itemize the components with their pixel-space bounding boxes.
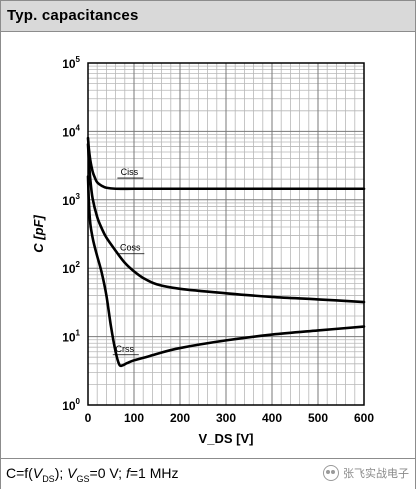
series-line-ciss xyxy=(86,136,366,191)
caption-bar: C=f(VDS); VGS=0 V; f=1 MHz 张飞实战电子 xyxy=(1,458,415,489)
y-axis-label: C [pF] xyxy=(31,215,46,253)
wechat-icon xyxy=(323,465,339,481)
caption-eq1: =0 V; xyxy=(89,465,126,481)
caption-prefix: C=f( xyxy=(6,465,33,481)
caption-v1: V xyxy=(32,465,43,481)
y-tick-label: 105 xyxy=(62,55,80,71)
caption-eq2: =1 MHz xyxy=(129,465,179,481)
caption-mid: ); xyxy=(54,465,68,481)
y-tick-label: 100 xyxy=(62,397,80,413)
caption-f: f xyxy=(125,465,130,481)
axes xyxy=(87,62,365,406)
x-tick-label: 600 xyxy=(354,411,374,425)
x-tick-label: 100 xyxy=(124,411,144,425)
tick-labels: 0 100 200 300 400 500 600 100 101 102 103 104 105 xyxy=(62,55,374,425)
watermark: 张飞实战电子 xyxy=(323,465,409,481)
series-label-crss: Crss xyxy=(116,344,135,354)
x-axis-label: V_DS [V] xyxy=(199,431,254,446)
x-tick-label: 0 xyxy=(85,411,92,425)
plot-border xyxy=(87,62,365,406)
series-label-coss: Coss xyxy=(120,243,141,253)
caption-v2-sub: GS xyxy=(76,473,90,484)
x-tick-label: 500 xyxy=(308,411,328,425)
test-conditions-caption: C=f(VDS); VGS=0 V; f=1 MHz xyxy=(6,465,178,484)
y-tick-label: 104 xyxy=(62,123,80,139)
series-line-coss xyxy=(86,142,366,304)
capacitance-chart: Ciss Coss Crss 0 100 200 300 400 500 600 100 101 10… xyxy=(31,55,374,446)
title-bar: Typ. capacitances xyxy=(1,1,415,32)
y-tick-label: 101 xyxy=(62,329,80,345)
caption-v2: V xyxy=(67,465,77,481)
x-tick-label: 400 xyxy=(262,411,282,425)
watermark-text: 张飞实战电子 xyxy=(343,467,409,480)
y-tick-label: 103 xyxy=(62,192,80,208)
x-tick-label: 200 xyxy=(170,411,190,425)
series-group xyxy=(86,136,366,368)
series-line-crss xyxy=(86,175,366,368)
caption-v1-sub: DS xyxy=(42,473,55,484)
series-labels: Ciss Coss Crss xyxy=(112,167,145,356)
chart-area: Ciss Coss Crss 0 100 200 300 400 500 600 100 101 10… xyxy=(1,32,415,456)
series-label-ciss: Ciss xyxy=(121,167,139,177)
chart-title: Typ. capacitances xyxy=(7,7,139,24)
y-tick-label: 102 xyxy=(62,260,80,276)
x-tick-label: 300 xyxy=(216,411,236,425)
